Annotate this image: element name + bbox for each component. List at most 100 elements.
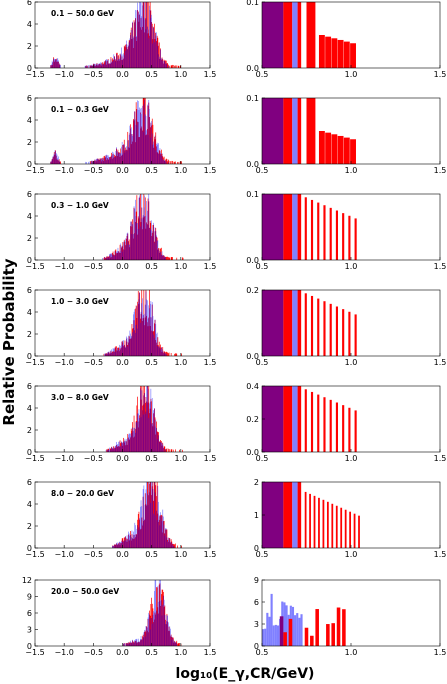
purple-bar [158, 56, 160, 68]
red-bar [148, 2, 150, 68]
red-bar [335, 210, 339, 260]
x-tick-label: 0.5 [256, 648, 269, 657]
purple-bar [128, 540, 130, 548]
x-tick-label: 0.5 [145, 550, 158, 559]
purple-bar [140, 639, 142, 646]
y-tick-label: 0.1 [246, 94, 259, 103]
blue-bar [296, 613, 299, 646]
purple-bar [158, 584, 160, 646]
purple-bar [162, 604, 164, 646]
y-tick-label: 2 [27, 234, 32, 243]
purple-bar [116, 543, 117, 548]
purple-bar [102, 159, 103, 164]
red-bar [165, 256, 167, 260]
red-bar [335, 402, 339, 452]
x-tick-label: 0.0 [116, 166, 129, 175]
purple-bar [158, 346, 160, 356]
red-bar [166, 448, 168, 452]
purple-bar [125, 50, 126, 68]
x-tick-label: −0.5 [84, 550, 103, 559]
purple-bar [121, 442, 122, 452]
purple-bar [140, 322, 141, 356]
purple-bar [114, 544, 115, 548]
purple-bar [161, 254, 163, 260]
purple-bar [145, 632, 147, 646]
purple-bar [141, 126, 143, 164]
purple-bar [116, 350, 118, 356]
purple-bar [128, 338, 130, 356]
red-bar [179, 65, 181, 68]
purple-bar [158, 346, 159, 356]
purple-bar [52, 62, 54, 68]
blue-bar [126, 535, 128, 548]
red-bar [168, 352, 170, 356]
x-tick-label: 0.5 [256, 550, 269, 559]
purple-bar [155, 231, 157, 260]
red-bar [103, 257, 105, 260]
x-tick-label: 1.5 [434, 262, 447, 271]
purple-bar [156, 236, 157, 260]
red-bar [304, 197, 307, 260]
purple-bar [109, 157, 110, 164]
purple-bar [163, 160, 164, 164]
left-panel-6: 8.0 − 20.0 GeV −1.5 −1.0 −0.5 0.0 0.5 1.0 1.5 0 2… [25, 478, 216, 559]
purple-bar [111, 352, 112, 356]
purple-bar [157, 249, 159, 260]
purple-bar [127, 233, 129, 260]
x-tick-label: 0.0 [116, 550, 129, 559]
purple-bar [51, 159, 53, 164]
purple-bar [141, 390, 143, 452]
purple-bar [101, 64, 103, 68]
purple-bar [102, 64, 103, 68]
purple-bar [157, 42, 159, 68]
red-bar [304, 627, 309, 646]
purple-bar [116, 53, 117, 68]
purple-bar [114, 157, 115, 164]
blue-bar [270, 593, 273, 646]
red-bar [317, 202, 320, 260]
purple-bar [154, 320, 156, 356]
purple-bar [149, 408, 151, 452]
purple-bar [149, 137, 151, 164]
purple-bar [133, 437, 134, 452]
purple-bar [262, 194, 284, 260]
purple-bar [161, 347, 162, 356]
red-bar [350, 43, 356, 68]
purple-bar [128, 241, 129, 260]
purple-bar [116, 445, 117, 452]
purple-bar [135, 324, 137, 356]
purple-bar [147, 386, 148, 452]
purple-bar [156, 146, 157, 164]
purple-bar [109, 156, 111, 164]
purple-bar [126, 643, 128, 646]
purple-bar [139, 14, 140, 68]
red-bar [177, 545, 178, 548]
purple-bar [168, 540, 170, 548]
x-tick-label: −1.5 [25, 648, 44, 657]
purple-bar [154, 337, 155, 356]
red-bar [331, 503, 334, 548]
y-tick-label: 0.1 [246, 0, 259, 7]
purple-bar [108, 159, 110, 164]
purple-bar [144, 216, 145, 260]
purple-bar [121, 543, 122, 548]
purple-bar [143, 313, 145, 356]
purple-bar [146, 401, 147, 452]
x-tick-label: −1.0 [54, 454, 73, 463]
purple-bar [136, 318, 138, 356]
blue-bar [123, 643, 125, 646]
purple-bar [156, 41, 157, 68]
purple-bar [122, 542, 124, 548]
purple-bar [155, 150, 157, 164]
blue-bar [140, 500, 142, 548]
purple-bar [165, 257, 166, 260]
purple-bar [162, 158, 164, 164]
purple-bar [134, 538, 136, 548]
purple-bar [154, 408, 155, 452]
red-bar [325, 132, 332, 164]
purple-bar [121, 246, 123, 260]
y-tick-label: 0.1 [246, 190, 259, 199]
purple-bar [115, 156, 117, 164]
purple-bar [143, 404, 145, 452]
bin-label: 8.0 − 20.0 GeV [51, 489, 114, 498]
